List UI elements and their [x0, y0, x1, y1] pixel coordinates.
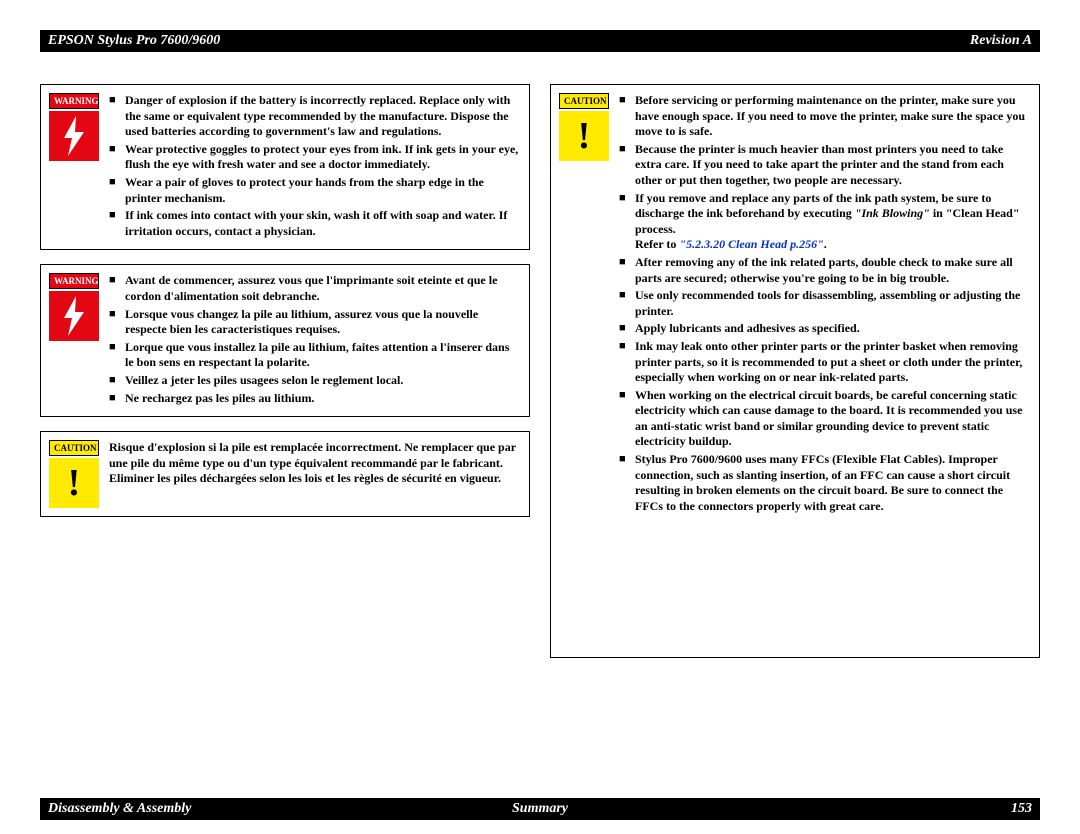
- list-item: When working on the electrical circuit b…: [619, 388, 1031, 450]
- list-item: Wear a pair of gloves to protect your ha…: [109, 175, 521, 206]
- list-item: Use only recommended tools for disassemb…: [619, 288, 1031, 319]
- warning-box-2: WARNING Avant de commencer, assurez vous…: [40, 264, 530, 417]
- list-item: Stylus Pro 7600/9600 uses many FFCs (Fle…: [619, 452, 1031, 514]
- list-item: Before servicing or performing maintenan…: [619, 93, 1031, 140]
- caution-badge: CAUTION !: [47, 440, 101, 508]
- header-bar: EPSON Stylus Pro 7600/9600 Revision A: [40, 30, 1040, 52]
- bolt-icon: [49, 111, 99, 161]
- doc-revision: Revision A: [970, 33, 1032, 49]
- page-number: 153: [1011, 801, 1032, 817]
- list-item: Danger of explosion if the battery is in…: [109, 93, 521, 140]
- caution-badge: CAUTION !: [557, 93, 611, 161]
- caution-box-2: CAUTION ! Before servicing or performing…: [550, 84, 1040, 658]
- warning-badge: WARNING: [47, 273, 101, 341]
- footer-section: Disassembly & Assembly: [48, 801, 191, 817]
- warning-box-1: WARNING Danger of explosion if the batte…: [40, 84, 530, 250]
- caution-list: Before servicing or performing maintenan…: [619, 93, 1031, 514]
- warning-list-2: Avant de commencer, assurez vous que l'i…: [109, 273, 521, 406]
- list-item: Lorque que vous installez la pile au lit…: [109, 340, 521, 371]
- exclaim-icon: !: [559, 111, 609, 161]
- list-item: After removing any of the ink related pa…: [619, 255, 1031, 286]
- list-item: Apply lubricants and adhesives as specif…: [619, 321, 1031, 337]
- list-item: If ink comes into contact with your skin…: [109, 208, 521, 239]
- right-column: CAUTION ! Before servicing or performing…: [550, 60, 1040, 794]
- list-item: Veillez a jeter les piles usagees selon …: [109, 373, 521, 389]
- caution-text: Risque d'explosion si la pile est rempla…: [109, 440, 521, 487]
- caution-label: CAUTION: [49, 440, 99, 456]
- footer-title: Summary: [512, 801, 568, 817]
- list-item: Wear protective goggles to protect your …: [109, 142, 521, 173]
- warning-badge: WARNING: [47, 93, 101, 161]
- warning-list-1: Danger of explosion if the battery is in…: [109, 93, 521, 239]
- list-item: Lorsque vous changez la pile au lithium,…: [109, 307, 521, 338]
- warning-label: WARNING: [49, 273, 99, 289]
- caution-box-1: CAUTION ! Risque d'explosion si la pile …: [40, 431, 530, 517]
- page-content: WARNING Danger of explosion if the batte…: [40, 60, 1040, 794]
- cross-reference-link[interactable]: "5.2.3.20 Clean Head p.256": [679, 237, 823, 251]
- footer-bar: Disassembly & Assembly Summary 153: [40, 798, 1040, 820]
- list-item: Because the printer is much heavier than…: [619, 142, 1031, 189]
- list-item: Avant de commencer, assurez vous que l'i…: [109, 273, 521, 304]
- list-item: Ink may leak onto other printer parts or…: [619, 339, 1031, 386]
- list-item: Ne rechargez pas les piles au lithium.: [109, 391, 521, 407]
- caution-label: CAUTION: [559, 93, 609, 109]
- doc-title: EPSON Stylus Pro 7600/9600: [48, 33, 220, 49]
- left-column: WARNING Danger of explosion if the batte…: [40, 60, 530, 794]
- list-item: If you remove and replace any parts of t…: [619, 191, 1031, 253]
- exclaim-icon: !: [49, 458, 99, 508]
- bolt-icon: [49, 291, 99, 341]
- warning-label: WARNING: [49, 93, 99, 109]
